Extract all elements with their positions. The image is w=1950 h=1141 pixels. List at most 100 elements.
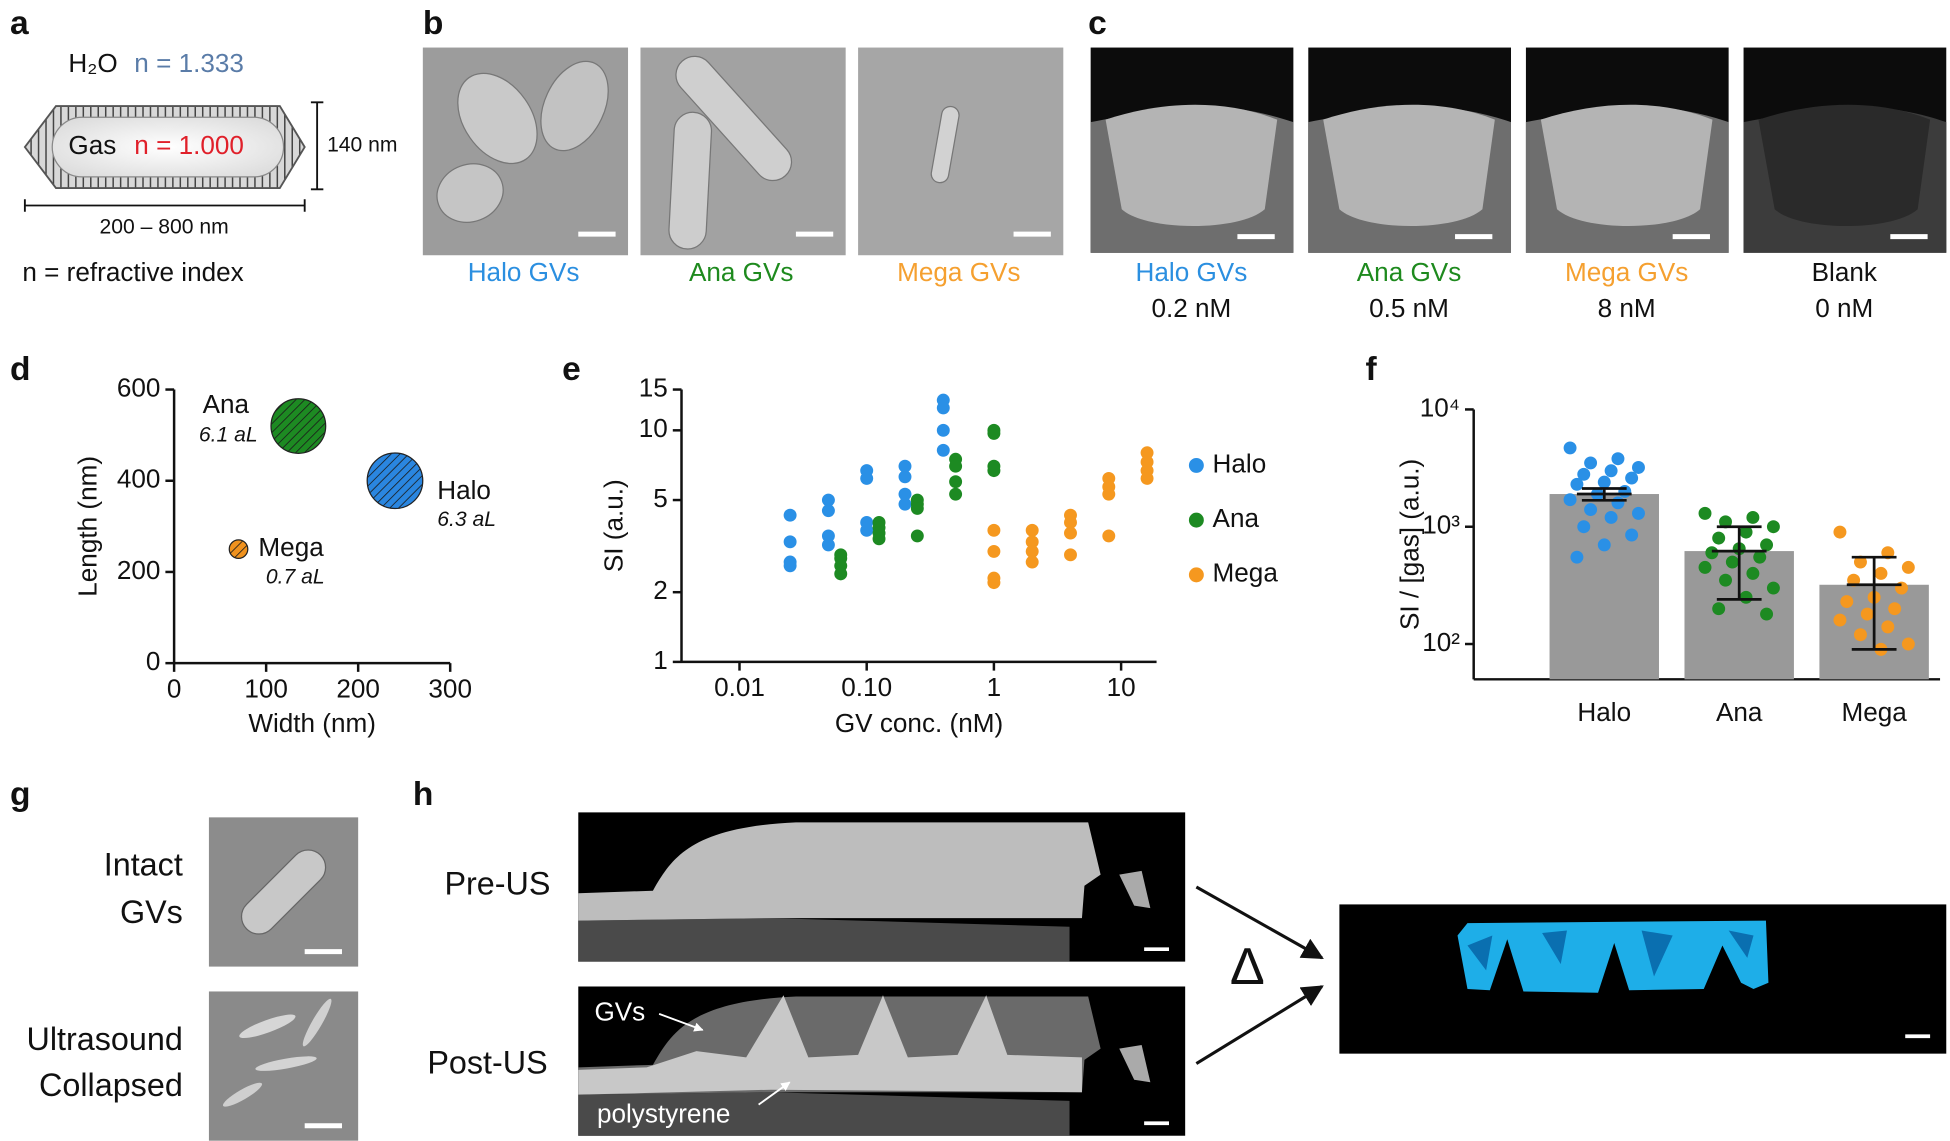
sample-label: Mega GVs <box>1565 257 1688 287</box>
y-tick-label: 0 <box>146 646 161 676</box>
point <box>1746 566 1760 580</box>
sample <box>1119 870 1151 909</box>
y-tick-label: 10⁴ <box>1420 392 1460 422</box>
point <box>987 523 1001 537</box>
point <box>987 576 1001 590</box>
x-tick-label: 0 <box>167 673 182 703</box>
point <box>1625 528 1639 542</box>
point <box>1833 613 1847 627</box>
x-tick-label: 100 <box>244 673 288 703</box>
gel-well <box>1758 104 1931 227</box>
point <box>783 535 797 549</box>
row-label: Post-US <box>427 1044 547 1080</box>
panel-letter: f <box>1365 351 1377 388</box>
panel-h: h Pre-US Post-US GVs polystyrene Δ <box>413 776 1947 1136</box>
panel-letter: c <box>1088 5 1107 42</box>
point <box>1833 525 1847 539</box>
y-tick-label: 1 <box>653 645 668 675</box>
core-index: n = 1.000 <box>134 130 244 160</box>
medium: H₂O <box>68 48 117 78</box>
point <box>987 544 1001 558</box>
point <box>1746 510 1760 524</box>
point <box>898 459 912 473</box>
annotation: GVs <box>594 997 645 1027</box>
point <box>1853 628 1867 642</box>
point <box>949 459 963 473</box>
legend-marker <box>1188 567 1204 583</box>
length-bracket <box>23 199 306 212</box>
concentration: 0.5 nM <box>1369 293 1449 323</box>
point <box>910 501 924 515</box>
panel-c: c Halo GVs Ana GVs Mega GVs Blank 0.2 nM… <box>1088 5 1947 323</box>
point <box>1766 520 1780 534</box>
point <box>1719 515 1732 529</box>
point <box>987 426 1001 440</box>
point <box>1719 573 1732 587</box>
point <box>987 464 1001 478</box>
collapsed-gv <box>302 998 332 1047</box>
point <box>1760 607 1774 621</box>
gv <box>930 105 960 184</box>
point <box>872 532 886 546</box>
point <box>1584 503 1598 517</box>
size-label: 0.7 aL <box>266 565 325 588</box>
point <box>1901 637 1915 651</box>
y-axis-title: SI / [gas] (a.u.) <box>1394 459 1424 630</box>
x-tick-label: 0.10 <box>841 672 892 702</box>
point <box>1064 548 1077 562</box>
point <box>1760 538 1774 552</box>
gv-label: Mega GVs <box>897 257 1020 287</box>
point <box>1140 446 1154 460</box>
error-bar <box>1576 487 1632 502</box>
collapsed-gv <box>239 1014 296 1039</box>
concentration: 0.2 nM <box>1151 293 1231 323</box>
operator: Δ <box>1230 938 1265 996</box>
micrograph <box>858 47 1064 256</box>
error-bar <box>1846 555 1902 651</box>
gv-label: Ana GVs <box>689 257 794 287</box>
length-label: 200 – 800 nm <box>100 215 229 238</box>
row-label: Ultrasound <box>26 1021 182 1057</box>
y-axis-title: SI (a.u.) <box>598 479 628 572</box>
row-label: Pre-US <box>444 865 550 901</box>
point <box>821 493 835 507</box>
point <box>1102 487 1116 501</box>
point <box>1698 560 1712 574</box>
point <box>1840 595 1854 609</box>
concentration: 8 nM <box>1598 293 1656 323</box>
x-tick-label: Mega <box>1841 697 1907 727</box>
point <box>1739 525 1753 539</box>
x-tick-label: 1 <box>987 672 1002 702</box>
legend-marker <box>1188 512 1204 528</box>
point <box>1604 510 1618 524</box>
gv <box>240 849 327 935</box>
bubble <box>270 398 327 454</box>
point <box>936 423 950 437</box>
sample <box>1119 1044 1151 1083</box>
x-tick-label: 300 <box>428 673 472 703</box>
gv <box>540 60 609 152</box>
point <box>1753 550 1767 564</box>
y-tick-label: 10² <box>1422 627 1460 657</box>
point <box>1025 544 1039 558</box>
point <box>1140 471 1154 485</box>
bubble <box>366 452 424 510</box>
point <box>1577 520 1591 534</box>
concentration: 0 nM <box>1815 293 1873 323</box>
x-axis-title: Width (nm) <box>248 708 376 738</box>
x-tick-label: 0.01 <box>714 672 765 702</box>
point <box>1025 535 1039 549</box>
point <box>1597 538 1611 552</box>
row-label: Collapsed <box>39 1067 183 1103</box>
collapsed-gv <box>255 1056 317 1071</box>
gas-core <box>51 116 285 178</box>
point <box>910 529 924 543</box>
point <box>783 559 797 573</box>
x-tick-label: Ana <box>1716 697 1763 727</box>
panel-g: g Intact GVs Ultrasound Collapsed <box>10 776 359 1141</box>
point <box>1025 523 1039 537</box>
point <box>1597 475 1611 489</box>
panel-letter: h <box>413 776 434 813</box>
bar <box>1549 494 1659 680</box>
point <box>1563 441 1577 455</box>
